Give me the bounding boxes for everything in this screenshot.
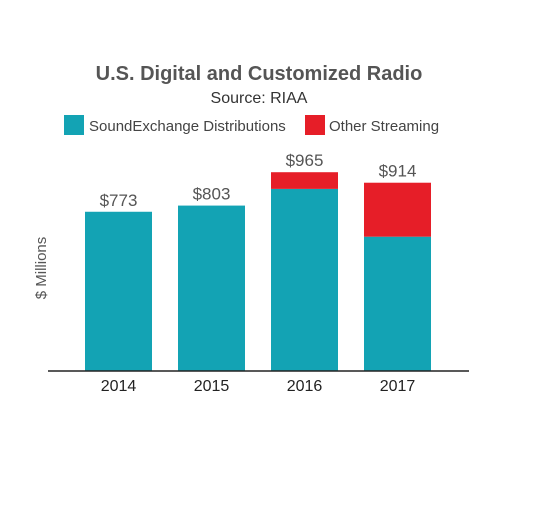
bar-2016-other-streaming	[271, 172, 338, 189]
data-labels-group: $773 $803 $965 $914	[100, 151, 417, 210]
legend-label-soundexchange: SoundExchange Distributions	[89, 118, 286, 135]
bars-group	[85, 172, 431, 371]
y-axis-label: $ Millions	[33, 237, 50, 300]
x-tick-labels-group: 2014 2015 2016 2017	[101, 378, 416, 395]
bar-2015-soundexchange	[178, 205, 245, 371]
x-tick-2015: 2015	[194, 378, 230, 395]
chart-title: U.S. Digital and Customized Radio	[96, 63, 423, 85]
bar-2016-soundexchange	[271, 188, 338, 371]
legend-swatch-soundexchange	[64, 115, 84, 135]
chart-subtitle: Source: RIAA	[211, 90, 308, 107]
x-tick-2017: 2017	[380, 378, 416, 395]
bar-2017-soundexchange	[364, 236, 431, 371]
data-label-2014: $773	[100, 191, 138, 210]
data-label-2016: $965	[286, 151, 324, 170]
bar-2017-other-streaming	[364, 182, 431, 237]
legend: SoundExchange Distributions Other Stream…	[64, 115, 439, 135]
data-label-2017: $914	[379, 162, 417, 181]
bar-2014-soundexchange	[85, 211, 152, 371]
x-tick-2016: 2016	[287, 378, 323, 395]
data-label-2015: $803	[193, 185, 231, 204]
legend-label-other-streaming: Other Streaming	[329, 118, 439, 135]
legend-swatch-other-streaming	[305, 115, 325, 135]
x-tick-2014: 2014	[101, 378, 137, 395]
